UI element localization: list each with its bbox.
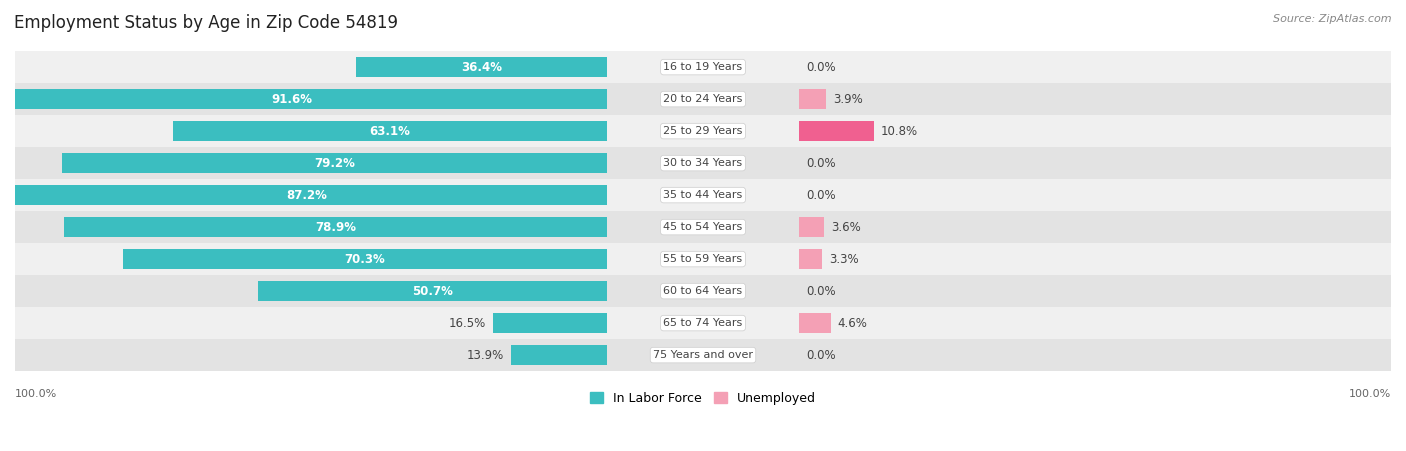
Text: 16 to 19 Years: 16 to 19 Years (664, 62, 742, 72)
Text: 78.9%: 78.9% (315, 221, 356, 234)
Text: 70.3%: 70.3% (344, 253, 385, 266)
Text: 3.9%: 3.9% (832, 92, 863, 106)
Bar (510, 345, 606, 365)
Text: 0.0%: 0.0% (806, 349, 835, 362)
Bar (15, 147, 1391, 179)
Text: 45 to 54 Years: 45 to 54 Years (664, 222, 742, 232)
Text: 25 to 29 Years: 25 to 29 Years (664, 126, 742, 136)
Bar (800, 121, 873, 141)
Bar (356, 57, 606, 77)
Bar (494, 313, 606, 333)
Text: 55 to 59 Years: 55 to 59 Years (664, 254, 742, 264)
Bar (7, 185, 606, 205)
Text: Employment Status by Age in Zip Code 54819: Employment Status by Age in Zip Code 548… (14, 14, 398, 32)
Bar (63, 217, 606, 237)
Text: 91.6%: 91.6% (271, 92, 312, 106)
Bar (800, 217, 824, 237)
Bar (15, 307, 1391, 339)
Text: 65 to 74 Years: 65 to 74 Years (664, 318, 742, 328)
Text: 0.0%: 0.0% (806, 156, 835, 170)
Text: 0.0%: 0.0% (806, 60, 835, 74)
Text: 35 to 44 Years: 35 to 44 Years (664, 190, 742, 200)
Bar (62, 153, 606, 173)
Text: Source: ZipAtlas.com: Source: ZipAtlas.com (1274, 14, 1392, 23)
Bar (15, 339, 1391, 371)
Bar (15, 83, 1391, 115)
Text: 100.0%: 100.0% (1348, 389, 1391, 399)
Text: 3.6%: 3.6% (831, 221, 860, 234)
Bar (15, 275, 1391, 307)
Bar (15, 179, 1391, 211)
Bar (122, 249, 606, 269)
Text: 50.7%: 50.7% (412, 285, 453, 298)
Bar (0, 89, 606, 109)
Bar (15, 211, 1391, 243)
Text: 13.9%: 13.9% (467, 349, 505, 362)
Bar (15, 243, 1391, 275)
Bar (257, 281, 606, 301)
Text: 63.1%: 63.1% (370, 124, 411, 138)
Text: 0.0%: 0.0% (806, 285, 835, 298)
Text: 0.0%: 0.0% (806, 189, 835, 202)
Text: 36.4%: 36.4% (461, 60, 502, 74)
Text: 100.0%: 100.0% (15, 389, 58, 399)
Bar (800, 313, 831, 333)
Bar (15, 51, 1391, 83)
Bar (800, 89, 827, 109)
Text: 75 Years and over: 75 Years and over (652, 350, 754, 360)
Bar (800, 249, 823, 269)
Text: 30 to 34 Years: 30 to 34 Years (664, 158, 742, 168)
Text: 3.3%: 3.3% (830, 253, 859, 266)
Text: 10.8%: 10.8% (880, 124, 918, 138)
Legend: In Labor Force, Unemployed: In Labor Force, Unemployed (585, 387, 821, 410)
Text: 20 to 24 Years: 20 to 24 Years (664, 94, 742, 104)
Text: 4.6%: 4.6% (838, 317, 868, 330)
Text: 16.5%: 16.5% (449, 317, 486, 330)
Text: 60 to 64 Years: 60 to 64 Years (664, 286, 742, 296)
Bar (173, 121, 606, 141)
Bar (15, 115, 1391, 147)
Text: 87.2%: 87.2% (287, 189, 328, 202)
Text: 79.2%: 79.2% (314, 156, 354, 170)
